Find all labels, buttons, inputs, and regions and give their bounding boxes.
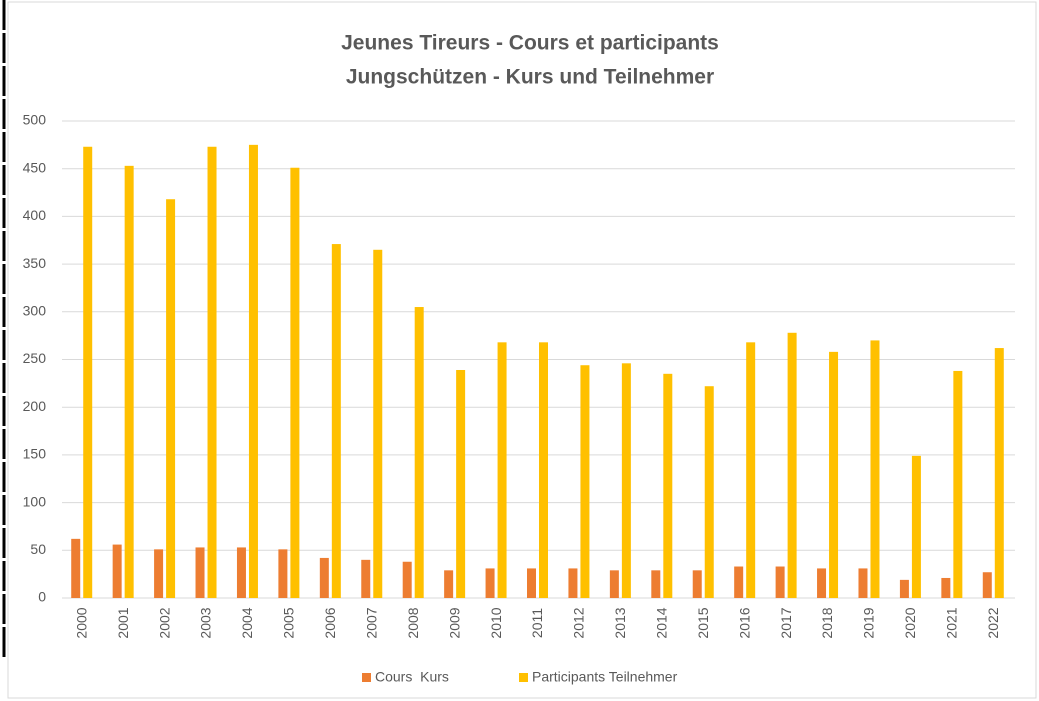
x-tick-label: 2018 [819,607,835,638]
bar [817,568,827,598]
bar [402,561,412,598]
x-tick-label: 2011 [529,608,545,638]
bar [539,342,548,598]
y-tick-label: 100 [23,493,47,509]
bar [982,572,992,598]
x-tick-label: 2020 [902,607,918,638]
x-tick-label: 2016 [736,607,752,638]
bar [124,165,134,598]
legend-swatch [519,673,528,682]
bar [609,570,619,598]
bar [621,363,631,598]
bar [456,369,466,598]
x-tick-label: 2006 [322,607,338,638]
x-tick-label: 2013 [612,607,628,638]
x-tick-label: 2014 [654,607,670,638]
x-tick-label: 2015 [695,607,711,638]
x-tick-label: 2004 [239,607,255,638]
bar [734,566,744,598]
bar [373,249,383,599]
bar [858,568,868,598]
bar [485,568,495,598]
y-tick-label: 500 [23,112,47,128]
bar [112,544,122,598]
bar [870,340,880,598]
x-tick-label: 2019 [861,607,877,638]
bar [663,373,673,598]
y-tick-label: 300 [23,303,47,319]
bar [290,167,300,598]
x-tick-label: 2012 [571,607,587,638]
y-tick-label: 400 [23,207,47,223]
x-tick-label: 2000 [73,607,89,638]
bar [692,570,702,598]
y-tick-label: 200 [23,398,47,414]
bar [71,538,81,598]
x-tick-label: 2003 [198,607,214,638]
chart-subtitle: Jungschützen - Kurs und Teilnehmer [346,66,714,89]
x-tick-label: 2008 [405,607,421,638]
x-tick-label: 2002 [156,607,172,638]
bar [580,365,590,598]
x-tick-label: 2001 [115,607,131,638]
bar [319,557,329,598]
legend-label: Participants Teilnehmer [532,669,678,685]
bar [414,307,424,598]
bar [746,342,756,598]
bar [248,144,258,598]
bar [704,386,714,598]
legend-label: Cours Kurs [375,669,449,685]
bar [829,351,839,598]
x-tick-label: 2010 [488,607,504,638]
bar [166,199,176,598]
y-tick-label: 50 [30,541,46,557]
bar [444,570,454,598]
x-tick-label: 2021 [944,607,960,638]
y-tick-label: 150 [23,446,47,462]
bar [787,332,797,598]
chart-title: Jeunes Tireurs - Cours et participants [341,32,719,55]
x-tick-label: 2005 [281,607,297,638]
bar [83,146,93,598]
bar [911,455,921,598]
bar [527,568,536,598]
bar [331,244,341,599]
y-tick-label: 450 [23,159,47,175]
x-tick-label: 2017 [778,607,794,638]
bar [497,342,507,598]
x-tick-label: 2009 [446,607,462,638]
bar [899,579,909,598]
bar [775,566,785,598]
y-tick-label: 0 [38,589,46,605]
bar [195,547,205,598]
bar [207,146,217,598]
x-tick-label: 2022 [985,607,1001,638]
bar [154,549,164,598]
bar [361,559,371,598]
bar [994,348,1004,598]
bar [651,570,661,598]
x-tick-label: 2007 [363,607,379,638]
bar [568,568,578,598]
legend-swatch [362,673,371,682]
bar [278,549,288,598]
bar [953,370,963,598]
y-tick-label: 250 [23,350,47,366]
bar [941,577,951,598]
bar [236,547,246,598]
y-tick-label: 350 [23,255,47,271]
